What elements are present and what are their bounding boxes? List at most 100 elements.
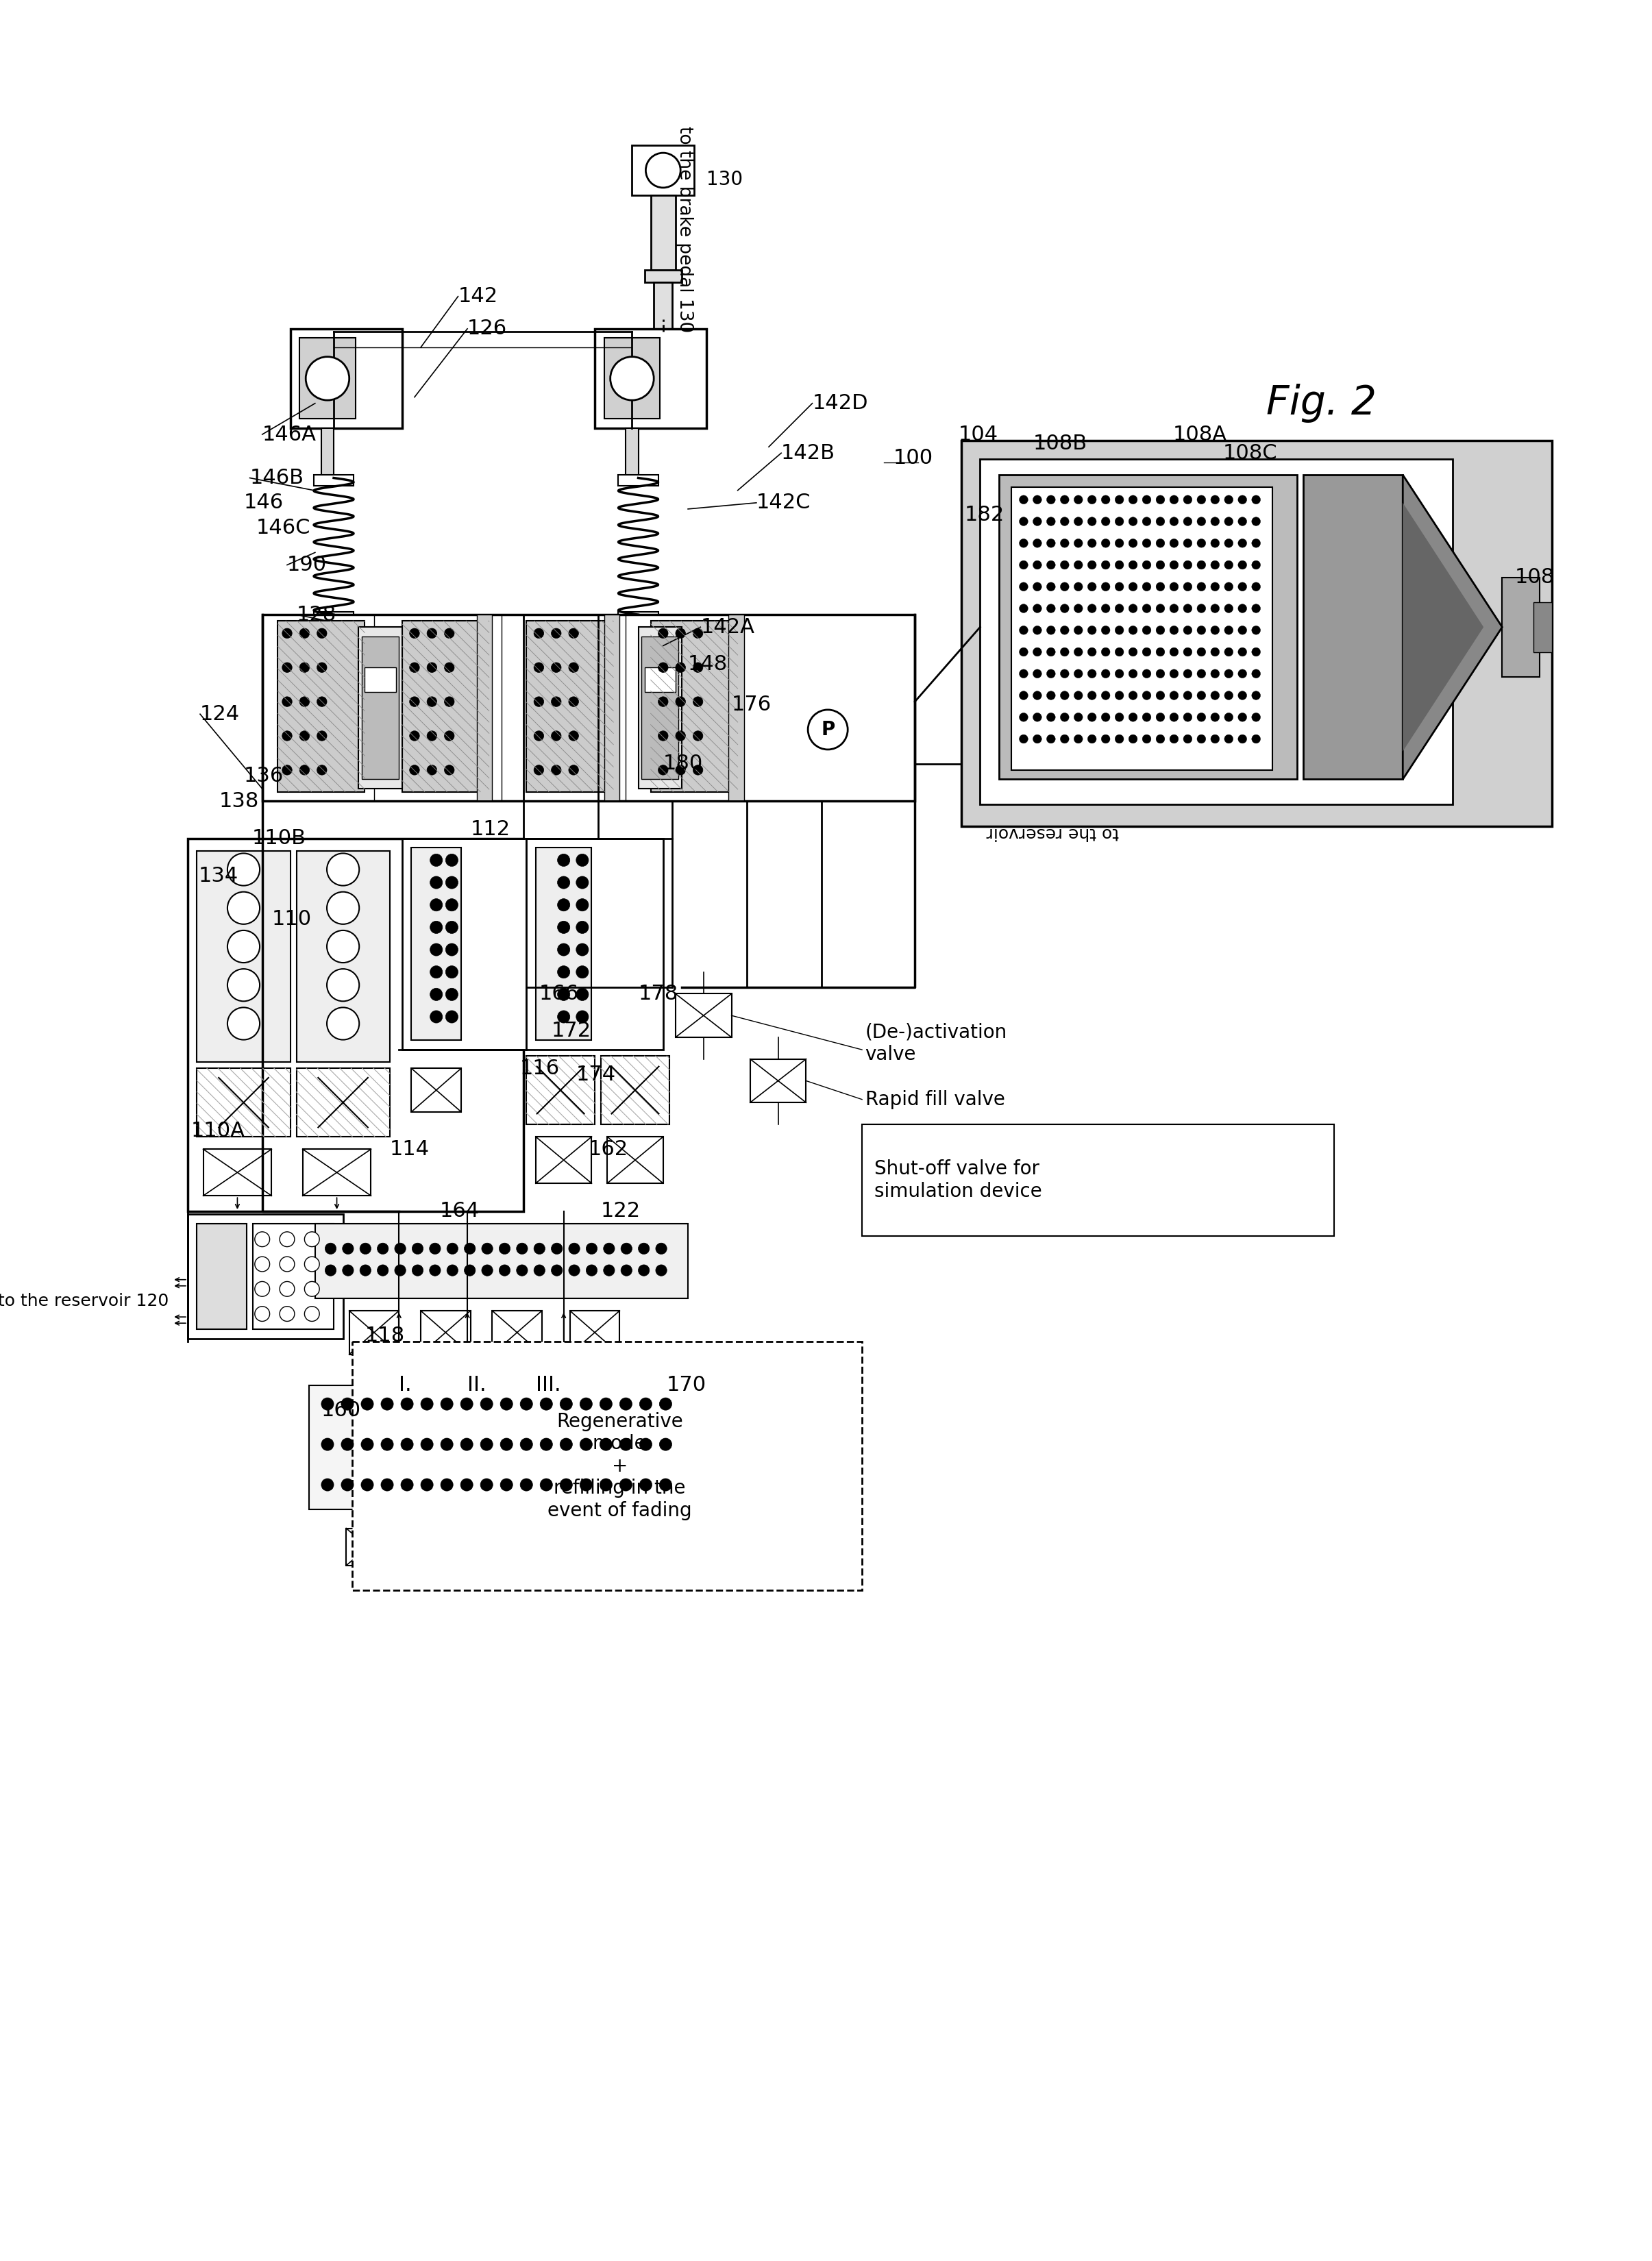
Circle shape (1252, 712, 1260, 721)
Circle shape (676, 662, 686, 672)
Text: 172: 172 (552, 1022, 591, 1040)
Circle shape (1087, 735, 1097, 744)
Circle shape (464, 1244, 476, 1255)
Circle shape (481, 1479, 492, 1490)
Circle shape (639, 1438, 653, 1452)
Text: (De-)activation
valve: (De-)activation valve (866, 1022, 1008, 1065)
Circle shape (320, 1397, 334, 1411)
Text: 138: 138 (218, 791, 259, 812)
Circle shape (1032, 518, 1042, 527)
Circle shape (1115, 735, 1123, 744)
Circle shape (1237, 604, 1247, 613)
Circle shape (1224, 561, 1232, 570)
Circle shape (410, 629, 420, 638)
Circle shape (1074, 712, 1082, 721)
Circle shape (1115, 495, 1123, 504)
Bar (535, 1137, 591, 1183)
Text: 142A: 142A (700, 617, 755, 638)
Circle shape (557, 943, 570, 956)
Circle shape (1019, 712, 1028, 721)
Bar (527, 839, 662, 1049)
Circle shape (1170, 647, 1178, 656)
Circle shape (342, 1397, 354, 1411)
Circle shape (410, 696, 420, 708)
Circle shape (1183, 561, 1193, 570)
Circle shape (577, 855, 588, 866)
Circle shape (620, 1397, 633, 1411)
Circle shape (1237, 647, 1247, 656)
Circle shape (659, 1438, 672, 1452)
Text: 176: 176 (732, 694, 771, 714)
Circle shape (557, 898, 570, 911)
Circle shape (1198, 647, 1206, 656)
Circle shape (382, 1479, 393, 1490)
Circle shape (1198, 626, 1206, 635)
Circle shape (534, 1264, 545, 1275)
Circle shape (1183, 518, 1193, 527)
Circle shape (306, 357, 349, 400)
Circle shape (1211, 712, 1219, 721)
Circle shape (342, 1244, 354, 1255)
Text: 146C: 146C (256, 518, 311, 538)
Circle shape (1156, 647, 1165, 656)
Circle shape (1224, 518, 1232, 527)
Text: 146A: 146A (263, 425, 317, 445)
Circle shape (1237, 583, 1247, 590)
Circle shape (501, 1397, 512, 1411)
Circle shape (692, 629, 702, 638)
Bar (535, 848, 591, 1040)
Bar (644, 667, 676, 692)
Text: 124: 124 (200, 703, 240, 724)
Circle shape (430, 920, 443, 934)
Circle shape (320, 1479, 334, 1490)
Circle shape (1170, 583, 1178, 590)
Circle shape (317, 629, 327, 638)
Bar (197, 1069, 291, 1137)
Bar (309, 1386, 694, 1510)
Circle shape (401, 1479, 413, 1490)
Circle shape (1074, 561, 1082, 570)
Circle shape (1074, 735, 1082, 744)
Circle shape (568, 662, 578, 672)
Circle shape (1019, 647, 1028, 656)
Circle shape (304, 1307, 319, 1320)
Circle shape (1183, 647, 1193, 656)
Circle shape (534, 662, 544, 672)
Circle shape (586, 1264, 598, 1275)
Bar (358, 626, 401, 789)
Bar (999, 475, 1297, 780)
Circle shape (282, 730, 292, 742)
Circle shape (1142, 692, 1151, 701)
Circle shape (1211, 583, 1219, 590)
Circle shape (676, 629, 686, 638)
Circle shape (1224, 692, 1232, 701)
Circle shape (1032, 561, 1042, 570)
Text: 162: 162 (588, 1140, 628, 1160)
Text: 108: 108 (1515, 568, 1555, 588)
Circle shape (1198, 604, 1206, 613)
Circle shape (1074, 692, 1082, 701)
Bar (605, 339, 661, 418)
Circle shape (444, 764, 454, 776)
Circle shape (1047, 735, 1056, 744)
Circle shape (1237, 561, 1247, 570)
Text: 114: 114 (390, 1140, 430, 1160)
Circle shape (1087, 495, 1097, 504)
Circle shape (461, 1438, 472, 1452)
Text: 164: 164 (439, 1201, 479, 1221)
Bar (197, 1223, 246, 1329)
Circle shape (1183, 583, 1193, 590)
Circle shape (1061, 692, 1069, 701)
Circle shape (317, 662, 327, 672)
Circle shape (325, 1244, 337, 1255)
Bar (644, 269, 682, 283)
Bar (411, 1069, 461, 1112)
Circle shape (1170, 626, 1178, 635)
Circle shape (1019, 538, 1028, 547)
Circle shape (1019, 583, 1028, 590)
Circle shape (1047, 712, 1056, 721)
Circle shape (540, 1479, 552, 1490)
Text: Rapid fill valve: Rapid fill valve (866, 1090, 1004, 1108)
Circle shape (1047, 538, 1056, 547)
Circle shape (360, 1264, 372, 1275)
